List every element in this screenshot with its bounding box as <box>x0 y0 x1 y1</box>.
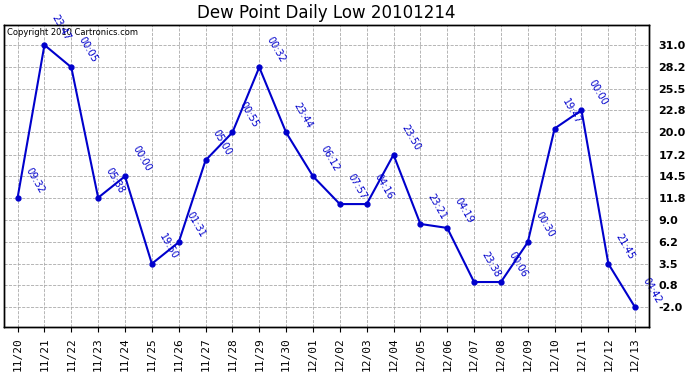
Text: 06:12: 06:12 <box>319 144 341 174</box>
Text: Copyright 2010 Cartronics.com: Copyright 2010 Cartronics.com <box>8 28 139 37</box>
Text: 05:00: 05:00 <box>211 128 234 158</box>
Text: 23:50: 23:50 <box>399 123 422 152</box>
Text: 07:57: 07:57 <box>346 172 368 201</box>
Text: 00:30: 00:30 <box>533 210 556 240</box>
Text: 00:00: 00:00 <box>587 78 609 108</box>
Text: 21:45: 21:45 <box>614 232 637 261</box>
Text: 01:31: 01:31 <box>184 210 207 240</box>
Text: 23:47: 23:47 <box>50 13 72 42</box>
Text: 23:44: 23:44 <box>292 100 314 130</box>
Text: 23:38: 23:38 <box>480 250 502 279</box>
Text: 04:16: 04:16 <box>372 172 395 201</box>
Text: 00:55: 00:55 <box>238 100 261 130</box>
Text: 04:42: 04:42 <box>641 276 663 305</box>
Title: Dew Point Daily Low 20101214: Dew Point Daily Low 20101214 <box>197 4 455 22</box>
Text: 00:05: 00:05 <box>77 35 99 64</box>
Text: 00:32: 00:32 <box>265 35 288 64</box>
Text: 04:19: 04:19 <box>453 196 475 225</box>
Text: 23:21: 23:21 <box>426 192 449 221</box>
Text: 09:32: 09:32 <box>23 166 46 195</box>
Text: 00:00: 00:00 <box>130 144 153 174</box>
Text: 05:38: 05:38 <box>104 166 126 195</box>
Text: 19:50: 19:50 <box>157 232 180 261</box>
Text: 00:06: 00:06 <box>506 250 529 279</box>
Text: 19:47: 19:47 <box>560 97 583 126</box>
